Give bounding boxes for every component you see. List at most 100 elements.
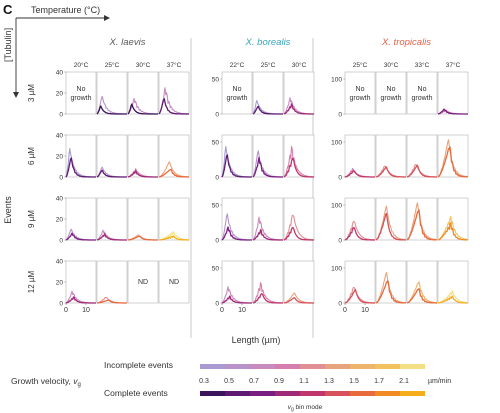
legend-incomplete-swatch (325, 364, 350, 369)
complete-events-line (65, 296, 96, 304)
panel-status-text: growth (70, 95, 91, 102)
legend-incomplete-swatch (350, 364, 375, 369)
y-tick-label: 0 (338, 237, 342, 244)
complete-events-line (283, 227, 314, 241)
legend-bin-value: 1.5 (349, 378, 359, 385)
histogram-panel (344, 71, 376, 115)
y-tick-label: 20 (56, 279, 64, 286)
y-tick-label: 40 (56, 195, 64, 202)
complete-events-line (344, 227, 375, 241)
temperature-label: Temperature (°C) (31, 5, 100, 15)
temperature-label: 20°C (74, 61, 89, 69)
panel-status-text: No (356, 86, 365, 93)
y-tick-label: 100 (331, 139, 342, 146)
histogram-panel (252, 134, 284, 178)
y-tick-label: 0 (338, 111, 342, 118)
temperature-label: 37°C (167, 61, 182, 69)
legend-incomplete-swatch (275, 364, 300, 369)
complete-events-line (283, 103, 314, 115)
complete-events-line (65, 232, 96, 241)
complete-events-line (437, 222, 468, 241)
legend-complete-swatch (300, 391, 325, 396)
panel-status-text: ND (169, 279, 179, 286)
complete-events-line (96, 105, 127, 115)
histogram-panel (221, 260, 253, 304)
y-tick-label: 0 (338, 300, 342, 307)
species-header: X. laevis (109, 37, 146, 48)
concentration-label: 6 µM (27, 147, 36, 165)
histogram-panel (437, 134, 469, 178)
temperature-label: 30°C (384, 61, 399, 69)
legend-complete-swatch (200, 391, 225, 396)
histogram-panel (65, 71, 97, 115)
incomplete-events-line (437, 215, 468, 241)
species-header: X. tropicalis (381, 37, 431, 48)
y-tick-label: 40 (56, 132, 64, 139)
temperature-label: 37°C (446, 61, 461, 69)
histogram-panel (437, 260, 469, 304)
complete-events-line (375, 280, 406, 304)
y-tick-label: 0 (338, 174, 342, 181)
histogram-panel (344, 197, 376, 241)
temperature-label: 30°C (136, 61, 151, 69)
concentration-label: 3 µM (27, 84, 36, 102)
histogram-panel (406, 197, 438, 241)
panel-status-text: growth (411, 95, 432, 102)
y-tick-label: 50 (212, 76, 220, 83)
concentration-label: 12 µM (27, 270, 36, 293)
histogram-panel (283, 260, 315, 304)
y-tick-label: 0 (215, 111, 219, 118)
x-tick-label: 10 (238, 307, 246, 314)
complete-events-line (127, 103, 158, 115)
histogram-panel (96, 71, 128, 115)
legend-bin-caption-subscript: g (291, 407, 294, 413)
legend-bin-value: 0.7 (249, 378, 259, 385)
temperature-axis-label: Temperature (°C) (16, 5, 110, 21)
legend-complete-swatch (275, 391, 300, 396)
complete-events-line (158, 98, 189, 115)
complete-events-line (344, 289, 375, 304)
complete-events-line (221, 226, 252, 241)
histogram-panel (127, 134, 159, 178)
x-axis-label: Length (µm) (232, 335, 281, 345)
histogram-panel (344, 134, 376, 178)
legend-incomplete-swatch (225, 364, 250, 369)
complete-events-line (127, 235, 158, 241)
y-tick-label: 100 (331, 76, 342, 83)
temperature-label: 22°C (230, 61, 245, 69)
y-tick-label: 0 (215, 237, 219, 244)
legend-title-subscript: g (77, 382, 80, 388)
legend-complete-swatch (325, 391, 350, 396)
complete-events-line (406, 288, 437, 304)
legend-bin-value: 1.3 (324, 378, 334, 385)
legend-bin-caption-symbol: v (288, 404, 292, 411)
legend-complete-swatch (375, 391, 400, 396)
legend-bin-caption: vg bin mode (288, 404, 323, 413)
legend-complete-swatch (400, 391, 425, 396)
complete-events-line (252, 105, 283, 115)
complete-events-line (406, 164, 437, 178)
temperature-label: 30°C (292, 61, 307, 69)
histogram-panel (221, 71, 253, 115)
legend-complete-swatch (225, 391, 250, 396)
small-multiples-grid: X. laevis 20°C 25°C 30°C 37°C 0 20 40 0 20 40 0 20 40… (27, 37, 469, 338)
panel-status-text: ND (138, 279, 148, 286)
legend-incomplete-swatch (200, 364, 225, 369)
legend-complete-swatch (350, 391, 375, 396)
complete-events-line (127, 170, 158, 178)
histogram-panel (158, 134, 190, 178)
y-tick-label: 40 (56, 69, 64, 76)
complete-events-line (406, 209, 437, 241)
complete-events-line (96, 299, 127, 304)
y-tick-label: 50 (212, 202, 220, 209)
legend-bin-value: 0.9 (274, 378, 284, 385)
y-tick-label: 40 (56, 258, 64, 265)
complete-events-line (159, 235, 189, 241)
y-tick-label: 100 (331, 202, 342, 209)
species-header: X. borealis (245, 37, 291, 48)
y-tick-label: 0 (59, 174, 63, 181)
complete-events-line (96, 233, 127, 241)
y-tick-label: 20 (56, 153, 64, 160)
y-tick-label: 0 (215, 174, 219, 181)
y-tick-label: 0 (215, 300, 219, 307)
